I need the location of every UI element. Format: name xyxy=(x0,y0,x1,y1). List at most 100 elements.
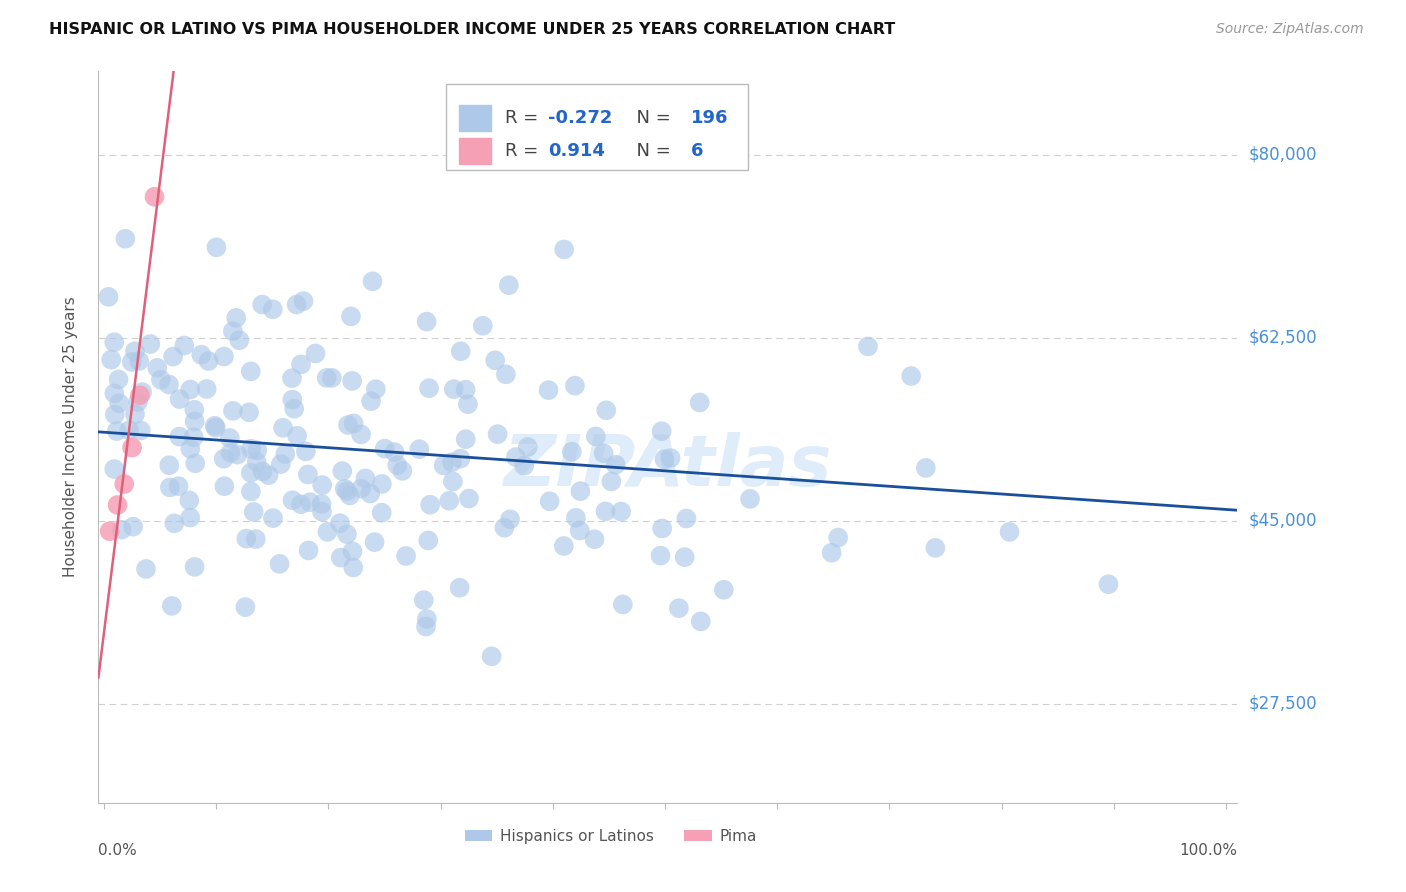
Point xyxy=(157,458,180,473)
Point xyxy=(505,450,527,464)
Point xyxy=(568,524,591,538)
Point xyxy=(856,339,879,353)
Point xyxy=(103,335,125,350)
Point xyxy=(195,382,218,396)
Point xyxy=(738,491,761,506)
Point xyxy=(564,378,586,392)
Point xyxy=(343,417,366,431)
Point xyxy=(129,388,152,402)
Point xyxy=(103,386,125,401)
Point xyxy=(374,442,396,456)
Point xyxy=(360,394,382,409)
Point xyxy=(998,524,1021,539)
Point xyxy=(569,484,592,499)
Point xyxy=(204,418,226,433)
Point xyxy=(295,444,318,458)
Point xyxy=(316,524,339,539)
Point xyxy=(219,446,242,460)
Point xyxy=(329,516,352,530)
Point xyxy=(183,414,205,428)
Point xyxy=(337,417,360,432)
Point xyxy=(333,482,356,496)
Point xyxy=(498,278,520,293)
Point xyxy=(235,532,257,546)
Point xyxy=(336,484,359,499)
Point xyxy=(218,431,240,445)
Point xyxy=(924,541,946,555)
Point xyxy=(160,599,183,613)
Point xyxy=(103,462,125,476)
Bar xyxy=(460,105,491,131)
Point xyxy=(450,451,472,466)
Text: $27,500: $27,500 xyxy=(1249,695,1317,713)
Point xyxy=(179,383,201,397)
Point xyxy=(675,511,697,525)
Point xyxy=(440,455,463,469)
Point xyxy=(415,619,437,633)
Point xyxy=(122,519,145,533)
Point xyxy=(129,424,152,438)
Point xyxy=(516,440,538,454)
Point xyxy=(820,546,842,560)
Point xyxy=(290,358,312,372)
Point xyxy=(454,383,477,397)
Point xyxy=(222,404,245,418)
Point xyxy=(689,615,711,629)
Point xyxy=(233,600,256,615)
Point xyxy=(146,360,169,375)
Point xyxy=(371,506,394,520)
Point xyxy=(183,560,205,574)
Point xyxy=(600,475,623,489)
Bar xyxy=(460,138,491,164)
Point xyxy=(673,550,696,565)
Text: 196: 196 xyxy=(690,110,728,128)
Point xyxy=(359,486,381,500)
Text: $62,500: $62,500 xyxy=(1249,329,1317,347)
Point xyxy=(157,377,180,392)
Point xyxy=(239,484,262,499)
Point xyxy=(330,464,353,478)
Text: 0.914: 0.914 xyxy=(548,142,605,161)
Text: Source: ZipAtlas.com: Source: ZipAtlas.com xyxy=(1216,22,1364,37)
Text: $80,000: $80,000 xyxy=(1249,146,1317,164)
Point xyxy=(240,442,263,456)
Point xyxy=(297,467,319,482)
Point xyxy=(827,531,849,545)
Point xyxy=(418,381,440,395)
Point xyxy=(412,593,434,607)
Point xyxy=(128,354,150,368)
Point xyxy=(441,475,464,489)
Point xyxy=(269,557,291,571)
Point xyxy=(395,549,418,563)
Point xyxy=(668,601,690,615)
Point xyxy=(350,482,373,496)
Point xyxy=(205,240,228,254)
Point xyxy=(246,455,269,469)
Point xyxy=(183,402,205,417)
Point xyxy=(329,550,352,565)
Point xyxy=(538,494,561,508)
Point xyxy=(449,581,471,595)
Point xyxy=(537,383,560,397)
Point xyxy=(415,315,437,329)
Point xyxy=(226,448,249,462)
Point xyxy=(285,429,308,443)
Point xyxy=(387,458,409,473)
Point xyxy=(183,430,205,444)
Point xyxy=(651,424,673,438)
Point xyxy=(169,429,191,443)
Point xyxy=(262,302,284,317)
Point xyxy=(361,274,384,288)
Point xyxy=(454,432,477,446)
Point xyxy=(583,533,606,547)
Point xyxy=(595,403,617,417)
Point xyxy=(605,458,627,472)
Text: 100.0%: 100.0% xyxy=(1180,843,1237,858)
Point xyxy=(105,424,128,438)
Point xyxy=(900,369,922,384)
Point xyxy=(321,371,343,385)
Point xyxy=(139,337,162,351)
Point xyxy=(274,447,297,461)
Point xyxy=(222,324,245,338)
Point xyxy=(364,382,387,396)
